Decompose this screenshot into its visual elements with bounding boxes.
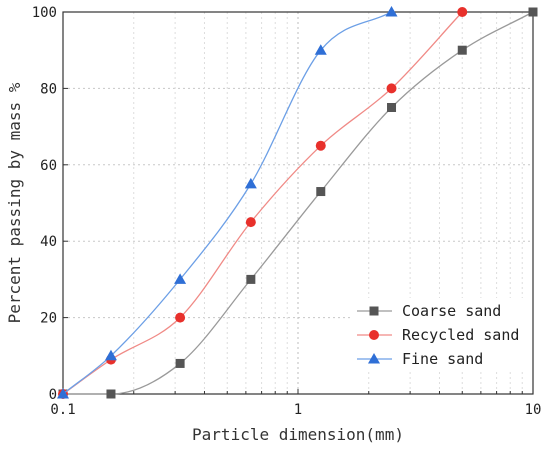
marker-triangle	[174, 273, 187, 284]
legend: Coarse sand Recycled sand Fine sand	[352, 298, 530, 370]
series-group	[57, 6, 538, 399]
marker-circle	[386, 83, 397, 94]
x-tick-label: 10	[525, 402, 542, 418]
marker-triangle	[368, 353, 380, 364]
legend-item-fine-sand: Fine sand	[357, 350, 483, 368]
marker-triangle	[314, 44, 327, 55]
marker-square	[369, 306, 379, 316]
series-recycled-sand	[58, 7, 468, 399]
marker-square	[246, 274, 256, 284]
y-tick-label: 20	[40, 311, 57, 327]
y-tick-label: 80	[40, 81, 57, 97]
legend-item-coarse-sand: Coarse sand	[357, 302, 501, 320]
marker-circle	[369, 330, 379, 340]
legend-label: Fine sand	[402, 350, 483, 368]
marker-square	[316, 187, 326, 197]
legend-marker-triangle	[368, 353, 380, 364]
legend-item-recycled-sand: Recycled sand	[357, 326, 519, 344]
legend-marker-circle	[369, 330, 379, 340]
y-tick-label: 60	[40, 158, 57, 174]
series-fine-sand	[57, 6, 398, 399]
marker-triangle	[57, 388, 69, 399]
y-tick-label: 100	[32, 5, 57, 21]
marker-triangle	[385, 6, 398, 17]
legend-marker-square	[369, 306, 379, 316]
marker-square	[175, 358, 185, 368]
x-tick-label: 1	[294, 402, 302, 418]
marker-circle	[315, 140, 326, 151]
legend-label: Recycled sand	[402, 326, 519, 344]
marker-triangle	[104, 349, 117, 361]
marker-circle	[457, 7, 468, 17]
y-tick-label: 0	[49, 387, 57, 403]
marker-square	[457, 45, 467, 55]
marker-square	[106, 389, 116, 399]
marker-square	[528, 7, 538, 17]
x-tick-label: 0.1	[50, 402, 75, 418]
marker-square	[387, 103, 397, 112]
y-axis-title: Percent passing by mass %	[5, 82, 24, 323]
marker-circle	[175, 312, 186, 323]
marker-circle	[245, 217, 256, 228]
legend-label: Coarse sand	[402, 302, 501, 320]
marker-triangle	[244, 177, 257, 189]
x-axis-title: Particle dimension(mm)	[192, 425, 404, 444]
series-line	[63, 11, 534, 395]
axis-ticks: 0 20 40 60 80 100 0.1 1 10	[32, 5, 542, 418]
legend-background	[352, 298, 530, 370]
y-tick-label: 40	[40, 234, 57, 250]
